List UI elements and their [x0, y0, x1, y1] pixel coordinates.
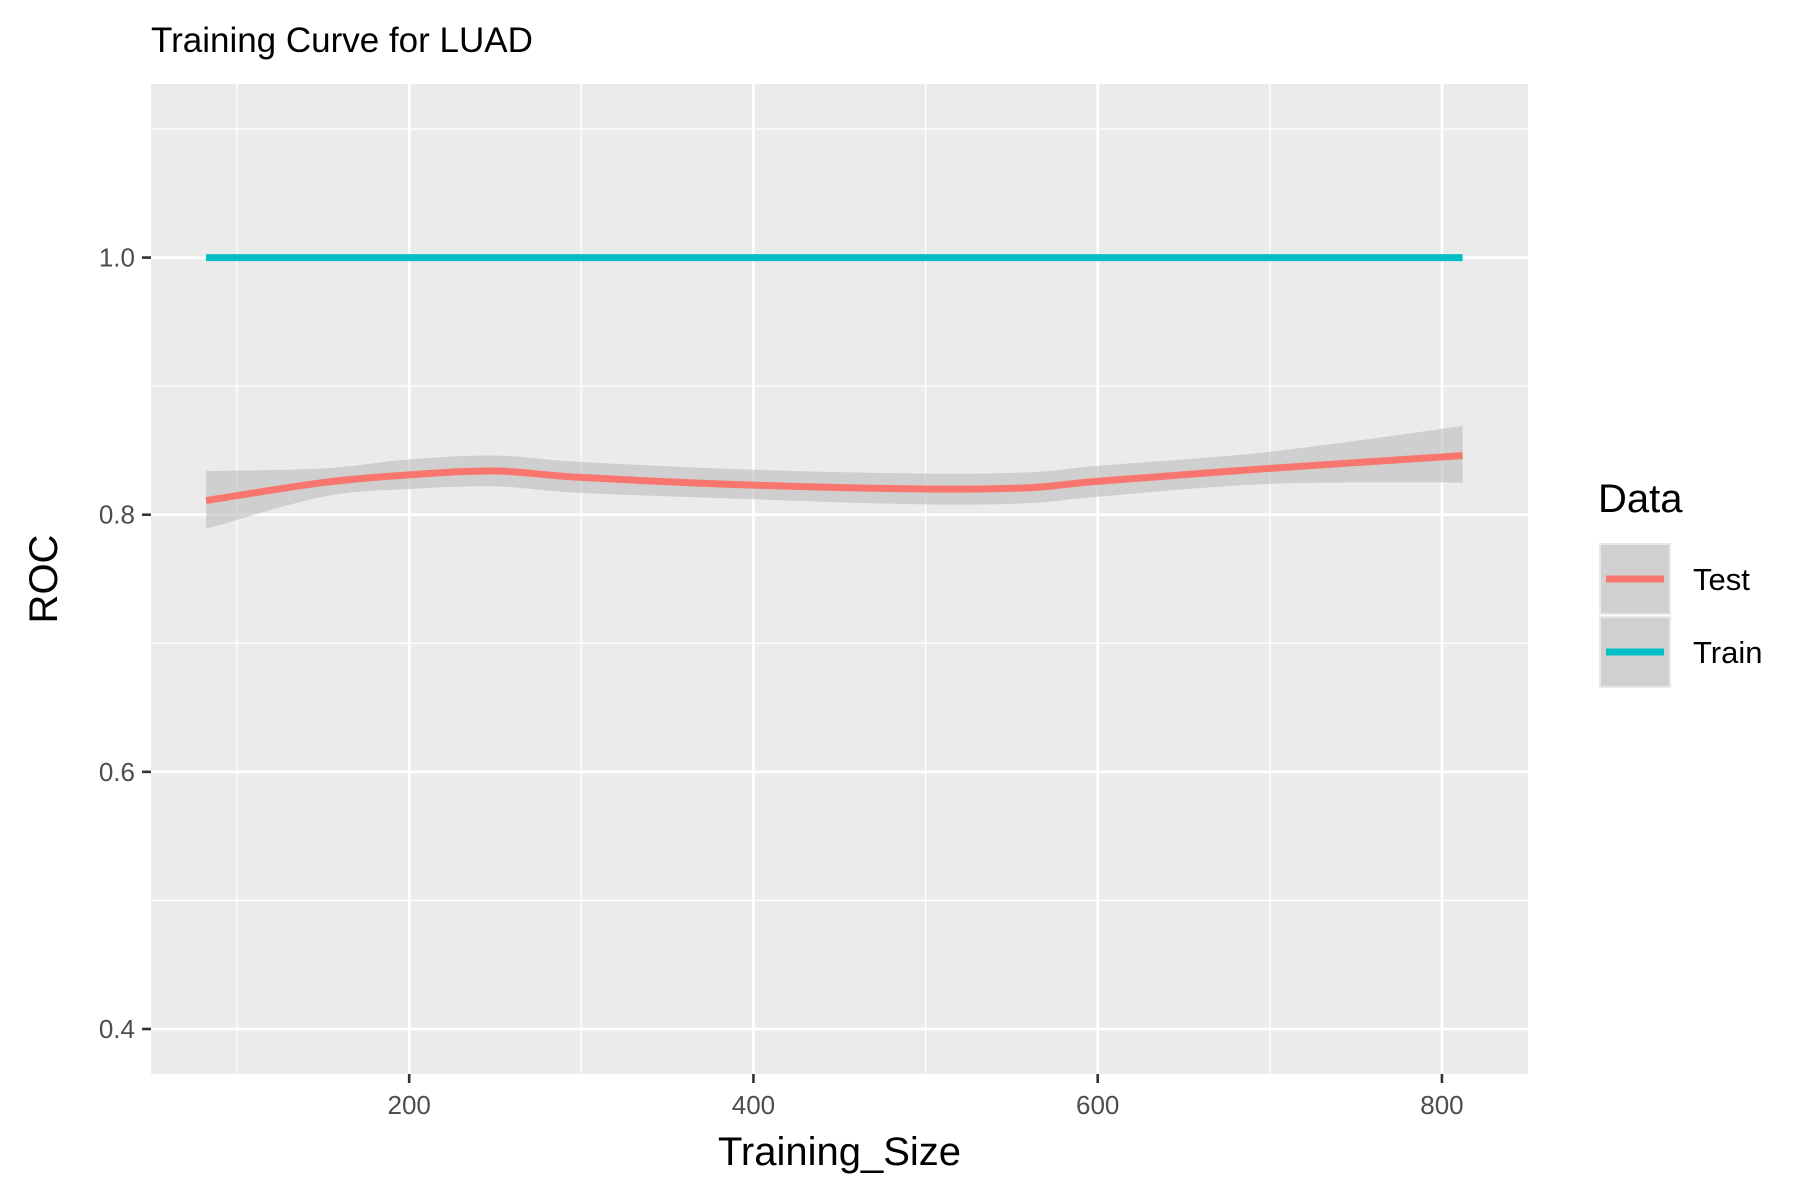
legend-title: Data	[1598, 477, 1683, 521]
confidence-bands	[206, 426, 1463, 529]
major-gridlines	[151, 84, 1528, 1074]
y-tick-label: 0.4	[99, 1014, 135, 1044]
y-tick-label: 0.6	[99, 757, 135, 787]
y-tick-label: 0.8	[99, 500, 135, 530]
x-tick-label: 800	[1420, 1090, 1463, 1120]
x-tick-label: 400	[732, 1090, 775, 1120]
x-tick-label: 600	[1076, 1090, 1119, 1120]
minor-gridlines	[151, 84, 1528, 1074]
y-axis-title: ROC	[22, 535, 66, 624]
series-line-test	[205, 452, 1463, 505]
legend: Data Test Train	[1598, 477, 1762, 688]
legend-label-test: Test	[1693, 562, 1750, 597]
x-tick-label: 200	[387, 1090, 430, 1120]
plot-panel	[151, 84, 1528, 1074]
legend-label-train: Train	[1693, 635, 1762, 670]
series-lines	[205, 254, 1463, 505]
y-axis: 0.4 0.6 0.8 1.0	[99, 243, 151, 1044]
x-axis: 200 400 600 800	[387, 1074, 1464, 1120]
y-tick-label: 1.0	[99, 243, 135, 273]
x-axis-title: Training_Size	[718, 1130, 961, 1174]
chart-title: Training Curve for LUAD	[151, 21, 533, 60]
confidence-band-test	[206, 426, 1463, 529]
